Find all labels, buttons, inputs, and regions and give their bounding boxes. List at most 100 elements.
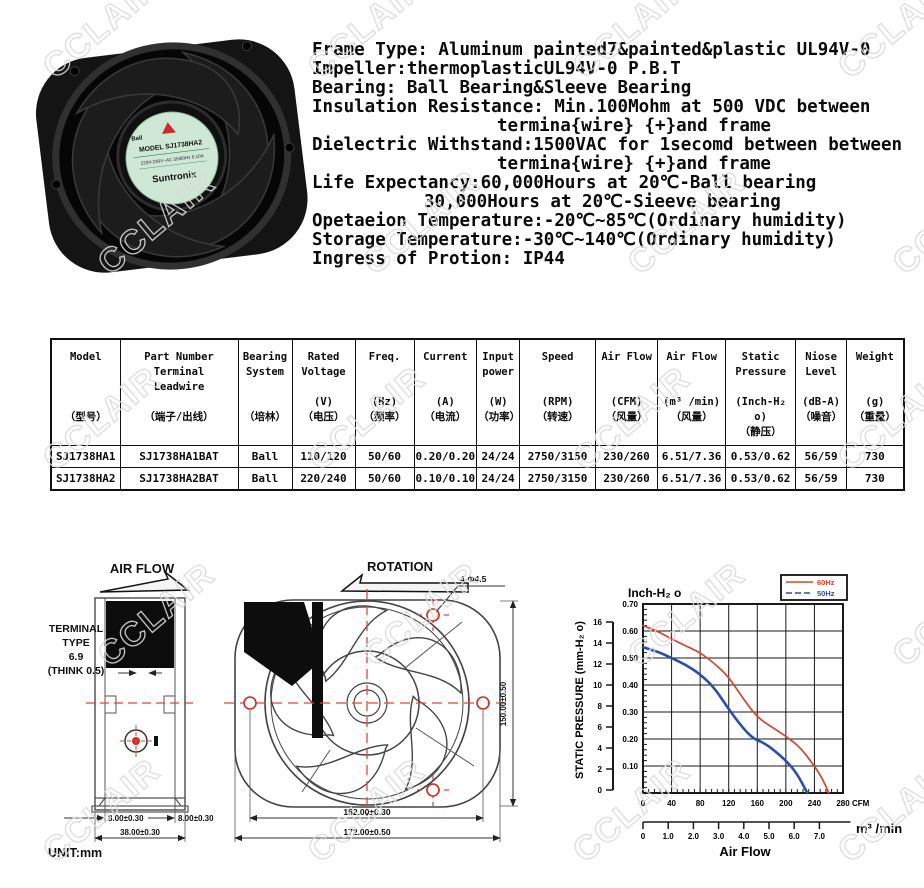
screw-hole (69, 66, 80, 77)
table-cell: 24/24 (476, 445, 521, 468)
table-cell: 0.20/0.20 (413, 445, 478, 468)
spec-line: Dielectric Withstand:1500VAC for 1secomd… (312, 135, 903, 155)
table-cell: 730 (846, 445, 905, 468)
mm-tick-label: 8 (598, 702, 603, 711)
air-flow-label: AIR FLOW (110, 561, 175, 576)
spec-line: 30,000Hours at 20℃-Sieeve bearing (424, 192, 781, 212)
column-header: Current (A) （电流） (413, 338, 478, 446)
y-axis-label: STATIC PRESSURE (mm-H₂ o) (574, 621, 586, 779)
dim-text: 38.00±0.30 (120, 828, 161, 837)
m3-tick-label: 5.0 (763, 832, 775, 841)
rotation-label: ROTATION (367, 559, 433, 574)
table-cell: SJ1738HA2BAT (119, 467, 239, 491)
screw-hole (51, 179, 62, 190)
y-tick-label: 0.60 (622, 627, 638, 636)
dim-text: 8.00±0.30 (108, 814, 144, 823)
table-cell: 230/260 (595, 467, 659, 491)
x-axis-unit-cfm: CFM (852, 799, 870, 808)
mm-tick-label: 2 (598, 765, 603, 774)
column-header: Freq. (Hz) （频率） (354, 338, 415, 446)
m3-tick-label: 4.0 (738, 832, 750, 841)
centerlines (224, 589, 512, 816)
y-tick-label: 0.40 (622, 681, 638, 690)
shaft-mark (120, 725, 158, 757)
mm-tick-label: 4 (598, 744, 603, 753)
table-cell: 56/59 (795, 445, 848, 468)
m3-tick-label: 7.0 (814, 832, 826, 841)
x-tick-label: 200 (779, 799, 793, 808)
column-header: Bearing System （培林） (237, 338, 293, 446)
spec-line: Impeller:thermoplasticUL94V-0 P.B.T (312, 59, 681, 79)
m3-tick-label: 0 (641, 832, 646, 841)
x-axis-label: Air Flow (719, 844, 771, 859)
mounting-hole (426, 783, 440, 797)
mm-tick-label: 16 (593, 618, 602, 627)
mm-tick-label: 12 (593, 660, 602, 669)
brand-logo-icon (162, 122, 176, 135)
y-tick-label: 0.50 (622, 654, 638, 663)
table-cell: 220/240 (291, 467, 356, 491)
spec-line: Insulation Resistance: Min.100Mohm at 50… (312, 97, 871, 117)
x-tick-label: 0 (641, 799, 646, 808)
table-cell: SJ1738HA2 (50, 467, 121, 491)
table-cell: 110/120 (291, 445, 356, 468)
column-header: Niose Level (dB-A) （噪音） (795, 338, 848, 446)
holes-note-text: 4-Φ4.5 (460, 574, 487, 584)
spec-line: Storage Temperature:-30℃~140℃(Ordinary h… (312, 230, 836, 250)
table-row: SJ1738HA1 SJ1738HA1BAT Ball 110/120 50/60 0.2… (50, 445, 905, 468)
table-cell: 24/24 (476, 467, 521, 491)
x-tick-label: 80 (696, 799, 705, 808)
table-cell: 6.51/7.36 (657, 445, 727, 468)
terminal-block (106, 601, 174, 668)
strut-bar (312, 602, 323, 738)
mm-tick-label: 0 (598, 786, 603, 795)
column-header: Air Flow (m³ /min) （风量） (657, 338, 727, 446)
fan-product-photo: Ball MODEL SJ1738HA2 220V-240V~AC 50/60H… (34, 28, 308, 296)
dimension-terminal: 8.00±0.30 8.00±0.30 (64, 810, 214, 823)
mounting-holes (243, 608, 490, 797)
y-tick-label: 0.10 (622, 762, 638, 771)
blade-silhouette (244, 602, 322, 686)
dim-text: 162.00±0.30 (343, 807, 390, 817)
column-header: Model （型号） (50, 338, 121, 446)
legend-label: 50Hz (817, 589, 835, 598)
m3-tick-label: 1.0 (663, 832, 675, 841)
fan-body: Ball MODEL SJ1738HA2 220V-240V~AC 50/60H… (34, 28, 308, 296)
mm-tick-label: 6 (598, 723, 603, 732)
holes-callout: 4-Φ4.5 (435, 574, 505, 613)
performance-chart: 0 40 80 120 160 200 240 280 CFM0.100.200.300.400… (574, 574, 902, 859)
notch (104, 695, 117, 714)
spec-line: termina{wire} {+}and frame (497, 154, 771, 174)
column-header: Part Number Terminal Leadwire （端子/出线） (119, 338, 239, 446)
table-cell: SJ1738HA1BAT (119, 445, 239, 468)
spec-table: Model （型号） Part Number Terminal Leadwire … (50, 338, 905, 491)
label-bearing-text: Ball (131, 135, 143, 142)
label-disc (125, 111, 219, 205)
table-cell: SJ1738HA1 (50, 445, 121, 468)
legend-box (780, 574, 848, 601)
series-curve-50Hz (641, 645, 809, 795)
flange-outline (91, 797, 189, 813)
x-tick-label: 40 (667, 799, 676, 808)
y-tick-label: 0.70 (622, 600, 638, 609)
label-brand-text: Suntronix (152, 169, 198, 185)
terminal-note-line: TYPE (62, 637, 89, 649)
y-tick-label: 0.30 (622, 708, 638, 717)
column-header: Air Flow (CFM) （风量） (595, 338, 659, 446)
x-tick-label: 120 (722, 799, 736, 808)
column-header: Static Pressure (Inch-H₂ o) （静压） (725, 338, 797, 446)
table-cell: 50/60 (354, 445, 415, 468)
spec-line: Ingress of Protion: IP44 (312, 249, 565, 269)
table-cell: 2750/3150 (519, 467, 597, 491)
plot-frame (642, 603, 844, 794)
column-header: Input power (W) （功率） (476, 338, 521, 446)
column-header: Speed (RPM) （转速） (519, 338, 597, 446)
mounting-hole (476, 696, 490, 710)
column-header: Rated Voltage (V) （电压） (291, 338, 356, 446)
m3-tick-label: 3.0 (713, 832, 725, 841)
terminal-note-line: TERMINAL (49, 623, 104, 635)
dimension-width: 38.00±0.30 (94, 812, 186, 842)
spec-list: Frame Type: Aluminum painted7&painted&pl… (312, 41, 922, 269)
table-cell: 0.53/0.62 (725, 445, 797, 468)
